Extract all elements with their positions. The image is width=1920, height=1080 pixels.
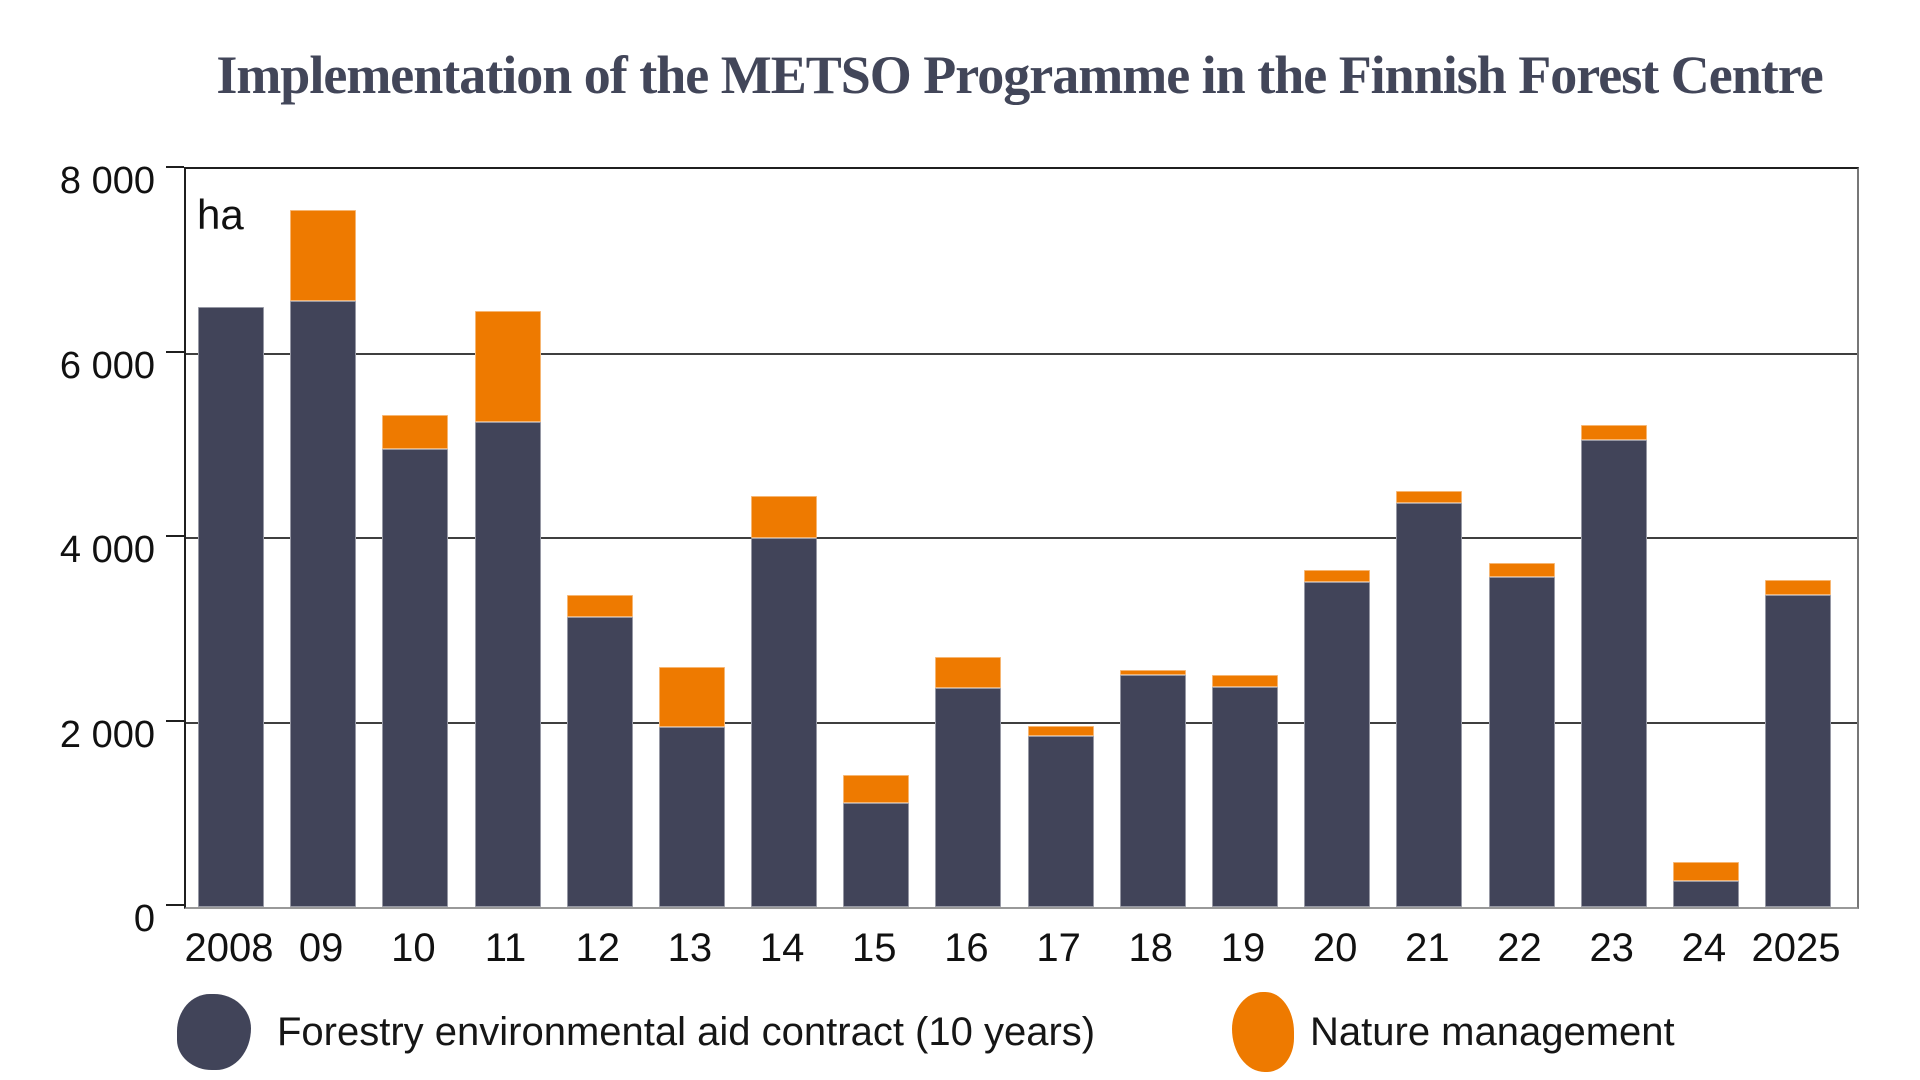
bar-19 <box>1211 169 1278 907</box>
bar-22 <box>1488 169 1555 907</box>
bar-segment-22 <box>1488 576 1555 907</box>
bar-10 <box>382 169 449 907</box>
x-tick-label-16: 16 <box>944 926 989 970</box>
bar-24 <box>1672 169 1739 907</box>
bar-segment-21 <box>1396 502 1463 907</box>
x-tick-label-11: 11 <box>484 926 527 970</box>
x-tick-label-14: 14 <box>759 926 805 970</box>
bar-segment-17 <box>1027 725 1094 737</box>
gridline-2000 <box>186 721 1857 724</box>
x-tick-label-12: 12 <box>575 926 620 970</box>
x-tick-label-17: 17 <box>1036 926 1081 970</box>
bar-2025 <box>1765 169 1832 907</box>
bar-segment-22 <box>1488 562 1555 577</box>
bar-11 <box>474 169 541 907</box>
bar-segment-16 <box>935 657 1002 689</box>
bar-18 <box>1119 169 1186 907</box>
chart-title: Implementation of the METSO Programme in… <box>216 45 1823 105</box>
bar-segment-19 <box>1211 675 1278 687</box>
bar-15 <box>843 169 910 907</box>
y-tick-8000 <box>166 166 184 168</box>
y-tick-2000 <box>166 719 184 722</box>
bar-segment-13 <box>658 727 725 907</box>
x-tick-label-24: 24 <box>1681 926 1727 970</box>
x-tick-label-2025: 2025 <box>1751 926 1841 970</box>
bar-segment-12 <box>566 617 633 907</box>
bar-09 <box>290 169 357 907</box>
bar-12 <box>566 169 633 907</box>
bar-16 <box>935 169 1002 907</box>
bar-21 <box>1396 169 1463 907</box>
bar-segment-2025 <box>1765 580 1832 596</box>
bar-segment-20 <box>1304 582 1371 907</box>
bar-20 <box>1304 169 1371 907</box>
bar-segment-24 <box>1672 881 1739 907</box>
bar-segment-15 <box>843 802 910 907</box>
y-tick-4000 <box>166 535 184 537</box>
gridline-6000 <box>186 352 1857 355</box>
bar-segment-10 <box>382 448 449 907</box>
x-tick-label-15: 15 <box>852 926 897 970</box>
bar-segment-23 <box>1580 425 1647 441</box>
bar-14 <box>751 169 818 907</box>
bar-segment-2025 <box>1765 595 1832 907</box>
x-tick-label-23: 23 <box>1589 926 1634 970</box>
bar-segment-09 <box>290 300 357 907</box>
x-tick-label-13: 13 <box>667 926 713 970</box>
y-tick-6000 <box>166 350 184 353</box>
bar-segment-16 <box>935 688 1002 907</box>
y-axis-unit-label: ha <box>197 191 244 238</box>
x-tick-label-22: 22 <box>1497 926 1542 970</box>
bar-13 <box>658 169 725 907</box>
legend-marker-nature-icon <box>1232 992 1294 1072</box>
legend-marker-forestry-icon <box>177 994 251 1070</box>
bar-segment-11 <box>474 421 541 907</box>
bar-segment-17 <box>1027 736 1094 907</box>
y-tick-label-4000: 4 000 <box>59 529 155 571</box>
bar-segment-13 <box>658 666 725 728</box>
x-tick-label-20: 20 <box>1312 926 1358 970</box>
y-tick-0 <box>166 904 184 906</box>
legend-label-forestry: Forestry environmental aid contract (10 … <box>277 1010 1096 1054</box>
x-tick-label-09: 09 <box>298 926 344 970</box>
x-tick-label-19: 19 <box>1220 926 1266 970</box>
bar-segment-14 <box>751 495 818 538</box>
x-tick-label-10: 10 <box>391 926 436 970</box>
bar-segment-09 <box>290 209 357 301</box>
y-tick-label-8000: 8 000 <box>59 160 155 202</box>
bar-segment-18 <box>1119 669 1186 675</box>
bar-segment-2008 <box>198 307 264 907</box>
bar-segment-23 <box>1580 440 1647 907</box>
bar-2008 <box>198 169 264 907</box>
bar-segment-11 <box>474 311 541 422</box>
y-tick-label-2000: 2 000 <box>59 713 155 756</box>
x-tick-label-18: 18 <box>1128 926 1174 970</box>
x-tick-label-2008: 2008 <box>184 926 274 970</box>
bar-segment-18 <box>1119 674 1186 907</box>
legend-label-nature: Nature management <box>1310 1010 1675 1054</box>
bar-segment-14 <box>751 538 818 907</box>
bar-segment-15 <box>843 775 910 803</box>
bar-segment-20 <box>1304 570 1371 583</box>
bar-segment-19 <box>1211 686 1278 907</box>
bar-segment-21 <box>1396 490 1463 503</box>
y-tick-label-0: 0 <box>133 898 155 940</box>
x-tick-label-21: 21 <box>1405 926 1450 970</box>
bar-17 <box>1027 169 1094 907</box>
y-tick-label-6000: 6 000 <box>59 344 155 387</box>
gridline-4000 <box>186 537 1857 539</box>
bar-segment-24 <box>1672 861 1739 882</box>
bar-segment-12 <box>566 595 633 618</box>
bar-23 <box>1580 169 1647 907</box>
plot-area <box>184 167 1859 909</box>
bar-segment-10 <box>382 415 449 449</box>
